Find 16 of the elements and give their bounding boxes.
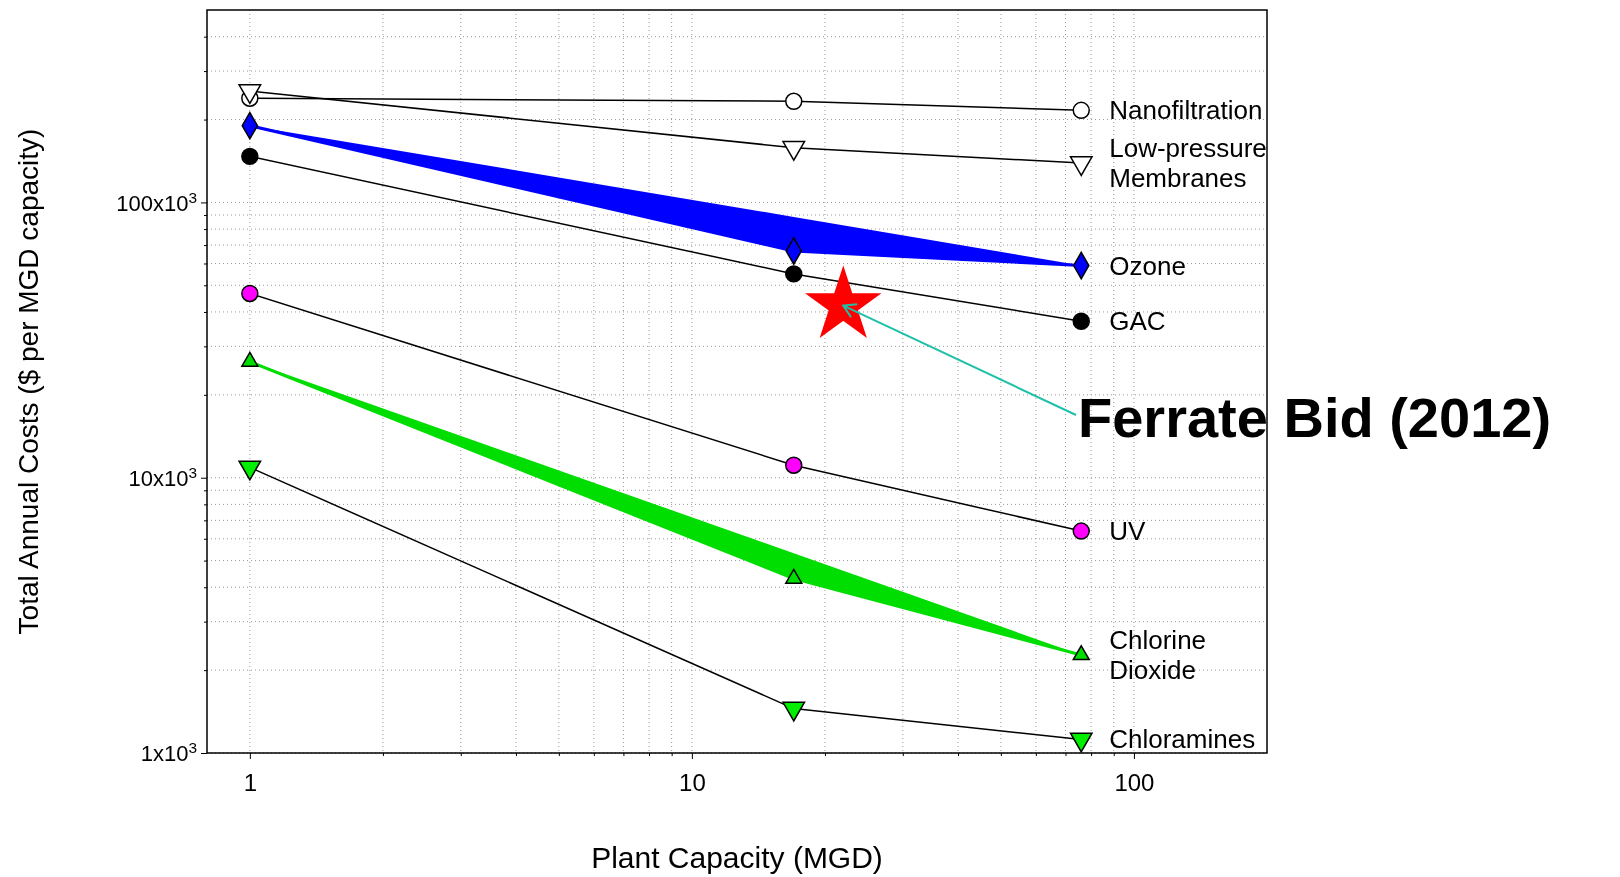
x-tick-label: 1: [243, 768, 258, 796]
series-label: Chlorine Dioxide: [1109, 624, 1207, 685]
series-label: Ozone: [1109, 250, 1186, 281]
series-label: GAC: [1109, 306, 1166, 337]
x-axis-title: Plant Capacity (MGD): [591, 841, 883, 874]
series-label: Chloramines: [1109, 724, 1256, 755]
annotation: Ferrate Bid (2012): [1078, 386, 1552, 449]
series-label: Low-pressure Membranes: [1109, 133, 1267, 193]
series-label: UV: [1109, 516, 1147, 547]
y-tick-label: 10x10$^{3}$: [128, 463, 197, 491]
x-tick-label: 100: [1114, 768, 1155, 796]
series-label: Nanofiltration: [1109, 95, 1263, 126]
y-tick-label: 100x10$^{3}$: [116, 188, 197, 216]
y-tick-label: 1x10$^{3}$: [140, 738, 197, 767]
x-tick-label: 10: [679, 768, 706, 796]
y-axis-title: Total Annual Costs ($ per MGD capacity): [13, 128, 44, 635]
